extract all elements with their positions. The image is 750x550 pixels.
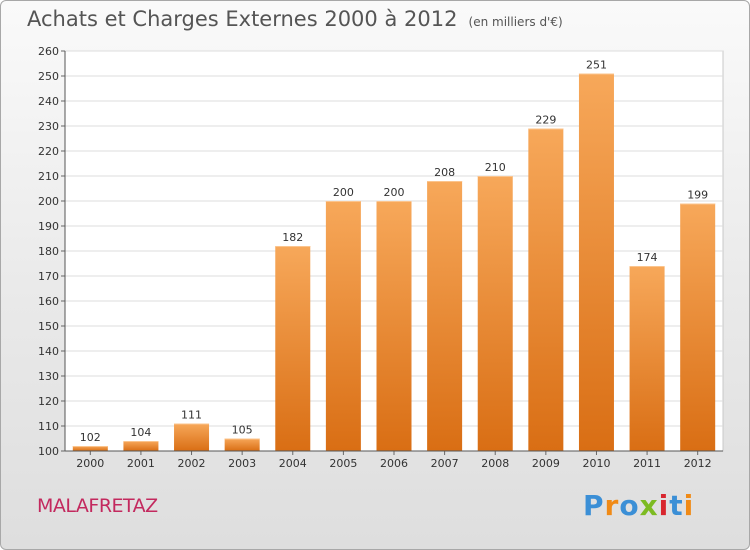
logo-letter: P — [583, 489, 605, 522]
y-tick-label: 140 — [38, 345, 59, 358]
x-tick-label: 2000 — [76, 457, 104, 470]
y-tick-label: 120 — [38, 395, 59, 408]
commune-name: MALAFRETAZ — [37, 495, 158, 517]
data-label: 210 — [485, 161, 506, 174]
y-tick-label: 100 — [38, 445, 59, 458]
data-label: 200 — [333, 186, 354, 199]
logo-letter: r — [604, 489, 620, 522]
bar — [680, 203, 716, 451]
x-tick-label: 2007 — [431, 457, 459, 470]
bar — [275, 246, 311, 451]
data-label: 102 — [80, 431, 101, 444]
y-tick-label: 250 — [38, 70, 59, 83]
data-label: 174 — [637, 251, 658, 264]
x-tick-label: 2005 — [329, 457, 357, 470]
data-label: 182 — [282, 231, 303, 244]
y-tick-label: 130 — [38, 370, 59, 383]
chart-title-block: Achats et Charges Externes 2000 à 2012 (… — [27, 7, 563, 31]
bar — [427, 181, 463, 451]
y-tick-label: 190 — [38, 220, 59, 233]
logo-letter: i — [683, 489, 695, 522]
y-tick-label: 150 — [38, 320, 59, 333]
data-label: 105 — [232, 424, 253, 437]
logo-letter: t — [669, 489, 684, 522]
x-tick-label: 2009 — [532, 457, 560, 470]
bar — [528, 128, 564, 451]
data-label: 229 — [535, 114, 556, 127]
data-label: 208 — [434, 166, 455, 179]
y-tick-label: 210 — [38, 170, 59, 183]
bar — [72, 446, 108, 451]
chart-unit: (en milliers d'€) — [468, 15, 563, 29]
data-label: 199 — [687, 189, 708, 202]
y-tick-label: 260 — [38, 45, 59, 58]
y-tick-label: 240 — [38, 95, 59, 108]
x-tick-label: 2004 — [279, 457, 307, 470]
y-tick-label: 230 — [38, 120, 59, 133]
data-label: 251 — [586, 59, 607, 72]
bar — [477, 176, 513, 451]
data-label: 111 — [181, 409, 202, 422]
proxiti-logo: Proxiti — [583, 489, 694, 522]
logo-letter: i — [658, 489, 670, 522]
bar — [578, 73, 614, 451]
bar — [376, 201, 412, 451]
y-tick-label: 180 — [38, 245, 59, 258]
bar — [629, 266, 665, 451]
x-tick-label: 2001 — [127, 457, 155, 470]
bar — [325, 201, 361, 451]
y-tick-label: 110 — [38, 420, 59, 433]
chart-title: Achats et Charges Externes 2000 à 2012 — [27, 7, 458, 31]
data-label: 104 — [130, 426, 151, 439]
x-tick-label: 2010 — [582, 457, 610, 470]
x-tick-label: 2012 — [684, 457, 712, 470]
y-tick-label: 220 — [38, 145, 59, 158]
logo-letter: x — [639, 489, 659, 522]
logo-letter: o — [619, 489, 640, 522]
y-tick-label: 170 — [38, 270, 59, 283]
x-tick-label: 2002 — [178, 457, 206, 470]
x-tick-label: 2003 — [228, 457, 256, 470]
x-tick-label: 2011 — [633, 457, 661, 470]
bar — [123, 441, 159, 451]
x-tick-label: 2006 — [380, 457, 408, 470]
x-tick-label: 2008 — [481, 457, 509, 470]
bar — [174, 423, 210, 451]
y-tick-label: 200 — [38, 195, 59, 208]
bar — [224, 438, 260, 451]
data-label: 200 — [384, 186, 405, 199]
y-tick-label: 160 — [38, 295, 59, 308]
